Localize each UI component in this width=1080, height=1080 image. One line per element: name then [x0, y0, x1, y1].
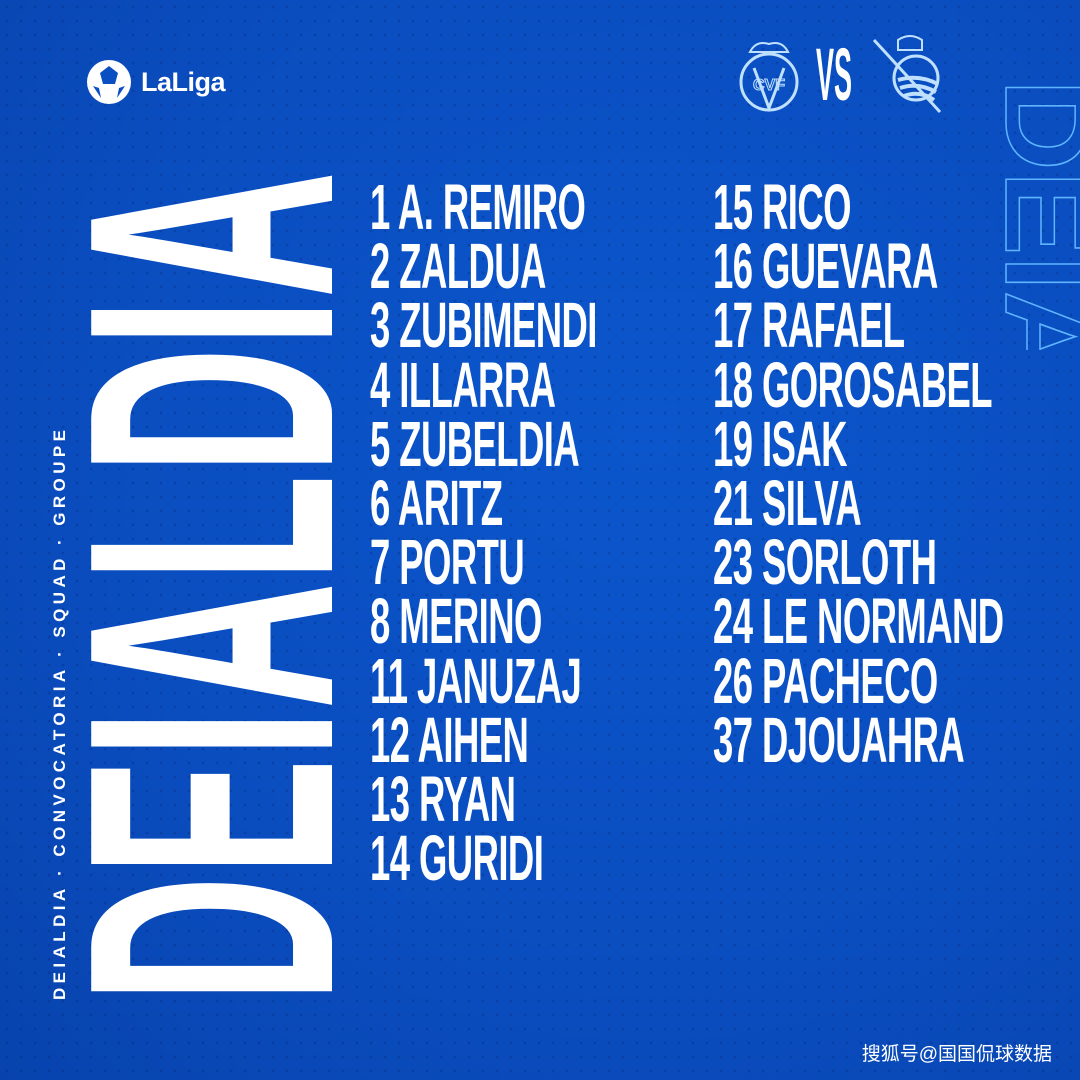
player-row: 12 AIHEN: [370, 703, 529, 776]
player-row: 15 RICO: [713, 171, 851, 243]
vs-text: VS: [816, 40, 852, 106]
player-row: 7 PORTU: [370, 526, 525, 599]
player-row: 16 GUEVARA: [713, 230, 938, 303]
player-row: 1 A. REMIRO: [370, 171, 586, 243]
player-row: 24 LE NORMAND: [713, 585, 1004, 658]
headline: DEIALDIA: [80, 171, 342, 1003]
squad-list-right: 15 RICO 16 GUEVARA 17 RAFAEL 18 GOROSABE…: [713, 171, 1080, 776]
villarreal-crest-icon: CVF: [739, 42, 799, 113]
outline-headline-text: DEIALDIA: [990, 79, 1080, 350]
player-row: 18 GOROSABEL: [713, 348, 993, 421]
player-row: 6 ARITZ: [370, 466, 503, 539]
player-row: 5 ZUBELDIA: [370, 407, 580, 480]
laliga-ball-icon: [87, 60, 131, 104]
logo-text: LaLiga: [141, 66, 226, 97]
player-row: 21 SILVA: [713, 466, 862, 539]
player-row: 4 ILLARRA: [370, 348, 556, 421]
player-row: 14 GURIDI: [370, 822, 544, 895]
real-sociedad-crest-icon: [872, 35, 942, 114]
player-row: 3 ZUBIMENDI: [370, 289, 597, 362]
player-row: 17 RAFAEL: [713, 289, 905, 362]
player-row: 2 ZALDUA: [370, 230, 546, 303]
squad-list-left: 1 A. REMIRO 2 ZALDUA 3 ZUBIMENDI 4 ILLAR…: [370, 171, 768, 895]
laliga-logo: LaLiga: [85, 58, 226, 106]
crest-letters: CVF: [753, 77, 785, 94]
headline-text: DEIALDIA: [80, 171, 342, 1003]
player-row: 19 ISAK: [713, 407, 847, 480]
vs-label: VS: [816, 40, 852, 106]
player-row: 13 RYAN: [370, 762, 516, 835]
player-row: 23 SORLOTH: [713, 526, 937, 599]
watermark: 搜狐号@国国侃球数据: [861, 1044, 1052, 1065]
player-row: 26 PACHECO: [713, 644, 938, 717]
side-caption-text: DEIALDIA · CONVOCATORIA · SQUAD · GROUPE: [50, 430, 69, 1000]
player-row: 11 JANUZAJ: [370, 644, 582, 717]
outline-headline: DEIALDIA: [990, 78, 1080, 350]
side-caption: DEIALDIA · CONVOCATORIA · SQUAD · GROUPE: [50, 430, 69, 1000]
player-row: 8 MERINO: [370, 585, 542, 658]
player-row: 37 DJOUAHRA: [713, 703, 965, 776]
